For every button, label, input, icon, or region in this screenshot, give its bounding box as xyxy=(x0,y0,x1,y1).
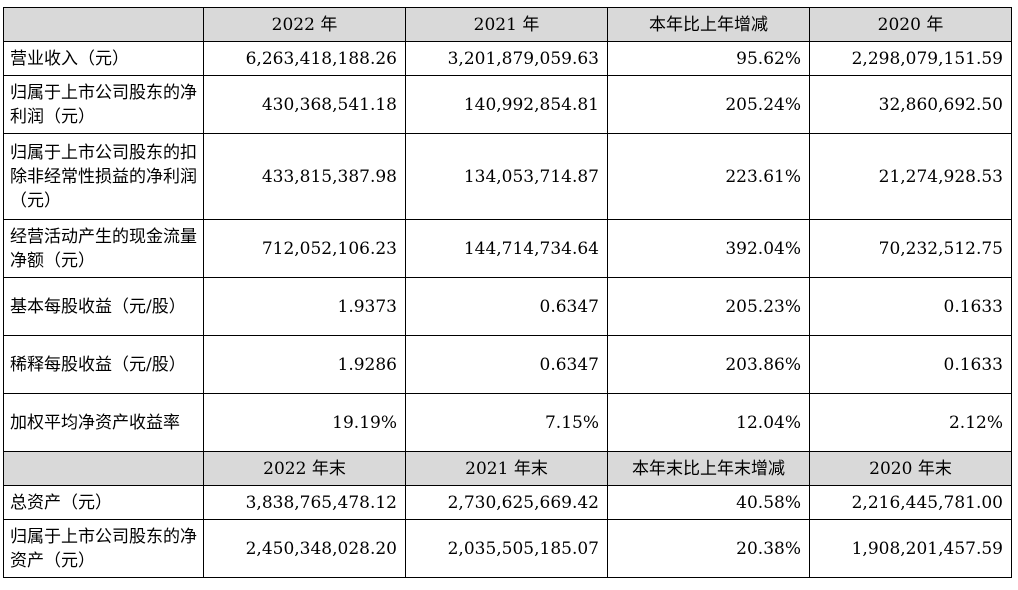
row-label: 加权平均净资产收益率 xyxy=(3,393,204,452)
table-row: 加权平均净资产收益率 19.19% 7.15% 12.04% 2.12% xyxy=(3,393,1012,452)
value-cell: 144,714,734.64 xyxy=(405,219,608,278)
table-row: 营业收入（元） 6,263,418,188.26 3,201,879,059.6… xyxy=(3,41,1012,76)
value-cell: 0.6347 xyxy=(405,277,608,336)
value-cell: 0.1633 xyxy=(809,277,1012,336)
value-cell: 433,815,387.98 xyxy=(203,133,406,220)
value-cell: 1.9286 xyxy=(203,335,406,394)
header-cell: 2020 年 xyxy=(809,7,1012,42)
row-label: 稀释每股收益（元/股） xyxy=(3,335,204,394)
header-cell: 2020 年末 xyxy=(809,451,1012,486)
row-label: 基本每股收益（元/股） xyxy=(3,277,204,336)
financial-indicators-table: 2022 年 2021 年 本年比上年增减 2020 年 营业收入（元） 6,2… xyxy=(3,7,1012,578)
value-cell: 3,201,879,059.63 xyxy=(405,41,608,76)
value-cell: 134,053,714.87 xyxy=(405,133,608,220)
row-label: 总资产（元） xyxy=(3,485,204,520)
value-cell: 20.38% xyxy=(607,519,810,578)
header-corner-cell xyxy=(3,7,204,42)
value-cell: 203.86% xyxy=(607,335,810,394)
value-cell: 21,274,928.53 xyxy=(809,133,1012,220)
value-cell: 95.62% xyxy=(607,41,810,76)
row-label: 归属于上市公司股东的净资产（元） xyxy=(3,519,204,578)
table-row: 总资产（元） 3,838,765,478.12 2,730,625,669.42… xyxy=(3,485,1012,520)
row-label: 归属于上市公司股东的净利润（元） xyxy=(3,75,204,134)
header-cell: 2021 年 xyxy=(405,7,608,42)
header-cell: 2022 年 xyxy=(203,7,406,42)
table-row: 稀释每股收益（元/股） 1.9286 0.6347 203.86% 0.1633 xyxy=(3,335,1012,394)
row-label: 营业收入（元） xyxy=(3,41,204,76)
value-cell: 2,216,445,781.00 xyxy=(809,485,1012,520)
value-cell: 205.24% xyxy=(607,75,810,134)
value-cell: 7.15% xyxy=(405,393,608,452)
annual-header-row: 2022 年 2021 年 本年比上年增减 2020 年 xyxy=(3,7,1012,42)
value-cell: 2,035,505,185.07 xyxy=(405,519,608,578)
value-cell: 0.1633 xyxy=(809,335,1012,394)
table-row: 归属于上市公司股东的净资产（元） 2,450,348,028.20 2,035,… xyxy=(3,519,1012,578)
header-cell: 本年比上年增减 xyxy=(607,7,810,42)
header-cell: 2021 年末 xyxy=(405,451,608,486)
table-row: 经营活动产生的现金流量净额（元） 712,052,106.23 144,714,… xyxy=(3,219,1012,278)
header-cell: 本年末比上年末增减 xyxy=(607,451,810,486)
value-cell: 1,908,201,457.59 xyxy=(809,519,1012,578)
value-cell: 392.04% xyxy=(607,219,810,278)
table-row: 归属于上市公司股东的净利润（元） 430,368,541.18 140,992,… xyxy=(3,75,1012,134)
row-label: 经营活动产生的现金流量净额（元） xyxy=(3,219,204,278)
value-cell: 140,992,854.81 xyxy=(405,75,608,134)
value-cell: 1.9373 xyxy=(203,277,406,336)
value-cell: 12.04% xyxy=(607,393,810,452)
value-cell: 205.23% xyxy=(607,277,810,336)
value-cell: 2.12% xyxy=(809,393,1012,452)
row-label: 归属于上市公司股东的扣除非经常性损益的净利润（元） xyxy=(3,133,204,220)
value-cell: 2,298,079,151.59 xyxy=(809,41,1012,76)
value-cell: 40.58% xyxy=(607,485,810,520)
table-row: 归属于上市公司股东的扣除非经常性损益的净利润（元） 433,815,387.98… xyxy=(3,133,1012,220)
value-cell: 430,368,541.18 xyxy=(203,75,406,134)
value-cell: 2,450,348,028.20 xyxy=(203,519,406,578)
value-cell: 2,730,625,669.42 xyxy=(405,485,608,520)
value-cell: 19.19% xyxy=(203,393,406,452)
value-cell: 70,232,512.75 xyxy=(809,219,1012,278)
value-cell: 32,860,692.50 xyxy=(809,75,1012,134)
table-row: 基本每股收益（元/股） 1.9373 0.6347 205.23% 0.1633 xyxy=(3,277,1012,336)
value-cell: 3,838,765,478.12 xyxy=(203,485,406,520)
header-cell: 2022 年末 xyxy=(203,451,406,486)
value-cell: 0.6347 xyxy=(405,335,608,394)
value-cell: 6,263,418,188.26 xyxy=(203,41,406,76)
header-corner-cell xyxy=(3,451,204,486)
value-cell: 712,052,106.23 xyxy=(203,219,406,278)
value-cell: 223.61% xyxy=(607,133,810,220)
yearend-header-row: 2022 年末 2021 年末 本年末比上年末增减 2020 年末 xyxy=(3,451,1012,486)
